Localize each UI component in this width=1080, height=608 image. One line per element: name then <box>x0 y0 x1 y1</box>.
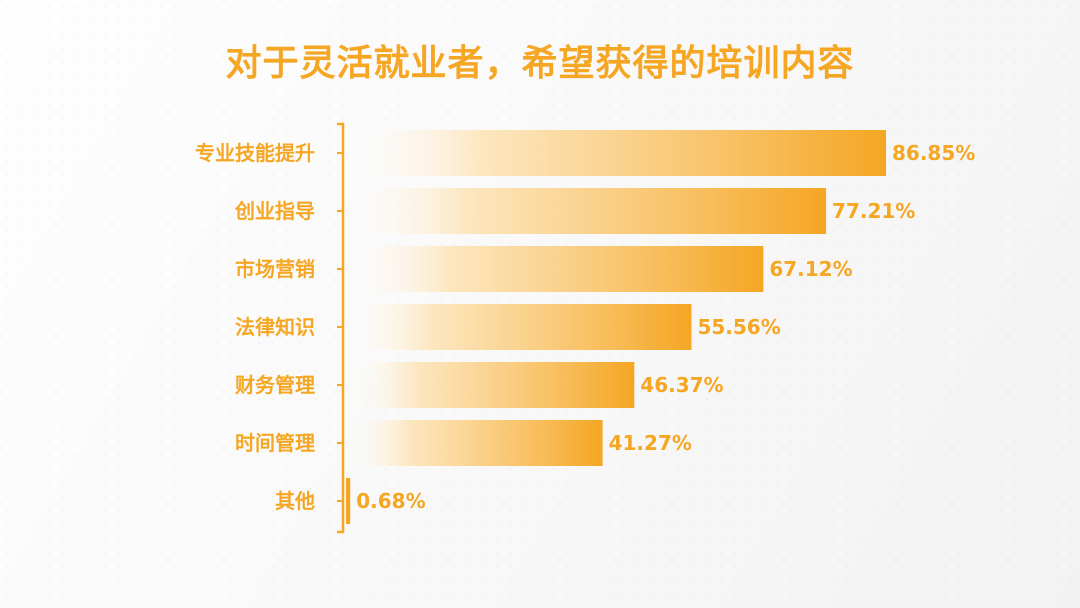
bar <box>346 478 351 524</box>
category-label: 时间管理 <box>235 431 315 455</box>
category-label: 专业技能提升 <box>195 141 315 165</box>
category-label: 市场营销 <box>235 257 315 281</box>
chart-title: 对于灵活就业者，希望获得的培训内容 <box>225 43 855 84</box>
category-label: 创业指导 <box>234 199 315 223</box>
bar <box>346 246 764 292</box>
y-axis-bracket <box>337 122 345 534</box>
bars <box>346 130 886 524</box>
bar <box>346 420 603 466</box>
category-label: 法律知识 <box>235 315 315 339</box>
bar <box>346 304 692 350</box>
value-label: 77.21% <box>832 199 915 223</box>
bar <box>346 188 827 234</box>
bar <box>346 130 886 176</box>
value-label: 86.85% <box>892 141 975 165</box>
value-labels: 86.85% 77.21% 67.12% 55.56% 46.37% 41.27% 0.68… <box>356 141 975 513</box>
category-label: 财务管理 <box>235 373 315 397</box>
category-label: 其他 <box>275 489 315 513</box>
value-label: 46.37% <box>640 373 723 397</box>
value-label: 0.68% <box>356 489 425 513</box>
value-label: 55.56% <box>697 315 780 339</box>
value-label: 67.12% <box>769 257 852 281</box>
value-label: 41.27% <box>609 431 692 455</box>
bar <box>346 362 635 408</box>
